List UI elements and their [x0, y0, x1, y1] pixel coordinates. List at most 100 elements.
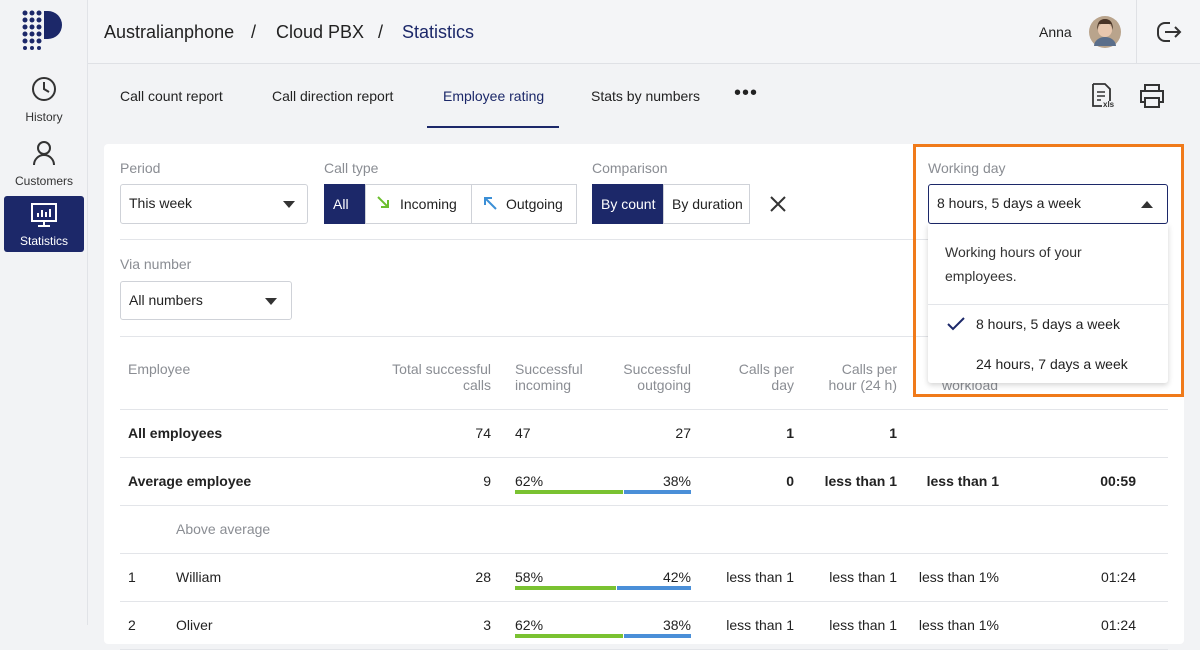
clear-filters[interactable]: [769, 195, 787, 213]
column-header: Employee: [128, 361, 191, 377]
tab[interactable]: Stats by numbers: [591, 88, 700, 104]
incoming-bar: [515, 586, 617, 590]
option-label: 8 hours, 5 days a week: [976, 316, 1120, 332]
cell: 27: [675, 425, 691, 441]
nav-label: Customers: [14, 174, 73, 188]
nav-label: History: [25, 110, 63, 124]
breadcrumb-sep: /: [378, 22, 384, 42]
segment-label: By count: [601, 196, 656, 212]
tab[interactable]: Call direction report: [272, 88, 394, 104]
cell: 1: [128, 569, 136, 585]
dropdown-option[interactable]: 24 hours, 7 days a week: [928, 344, 1168, 384]
cell: 0: [786, 473, 794, 489]
cell: 1: [889, 425, 897, 441]
divider: [928, 304, 1168, 305]
row-divider: [120, 409, 1168, 410]
cell: 47: [515, 425, 531, 441]
cell: 2: [128, 617, 136, 633]
cell: 38%: [662, 473, 691, 489]
nav-label: Statistics: [19, 234, 68, 248]
option-label: 24 hours, 7 days a week: [976, 356, 1128, 372]
filter-label: Call type: [324, 160, 379, 176]
row-divider: [120, 553, 1168, 554]
outgoing-bar: [624, 490, 691, 494]
more-tabs[interactable]: •••: [734, 82, 759, 104]
filter-label: Working day: [928, 160, 1006, 176]
cell: 01:24: [1100, 569, 1136, 585]
column-header: Total successful calls: [392, 361, 491, 393]
logout-icon[interactable]: [1156, 20, 1182, 44]
column-header: Successful incoming: [515, 361, 583, 393]
segment-label: By duration: [672, 196, 743, 212]
row-divider: [120, 601, 1168, 602]
nav-statistics[interactable]: Statistics: [4, 196, 84, 252]
incoming-bar: [515, 634, 624, 638]
nav-history[interactable]: History: [4, 72, 84, 128]
user-name[interactable]: Anna: [1039, 24, 1072, 40]
cell: less than 1: [824, 473, 897, 489]
breadcrumb[interactable]: Cloud PBX: [276, 22, 365, 42]
separator: [120, 336, 1168, 337]
cell: Average employee: [128, 473, 252, 489]
cell: 58%: [515, 569, 544, 585]
column-header: Calls per day: [738, 361, 794, 393]
tab[interactable]: Call count report: [120, 88, 223, 104]
working-day-select[interactable]: 8 hours, 5 days a week: [928, 184, 1168, 224]
select-value: All numbers: [129, 292, 203, 308]
breadcrumb-sep: /: [251, 22, 257, 42]
dropdown-hint: Working hours of your employees.: [945, 244, 1082, 284]
nav-customers[interactable]: Customers: [4, 136, 84, 192]
separator: [120, 239, 1168, 240]
cell: less than 1%: [918, 569, 999, 585]
check-icon: [947, 317, 965, 331]
period-select[interactable]: This week: [120, 184, 308, 224]
segment-label: All: [333, 196, 349, 212]
svg-text:xls: xls: [1103, 100, 1115, 109]
breadcrumb[interactable]: Australianphone: [104, 22, 235, 42]
segment-button[interactable]: By count: [592, 184, 664, 224]
cell: William: [176, 569, 222, 585]
column-header: Successful outgoing: [623, 361, 691, 393]
row-divider: [120, 505, 1168, 506]
outgoing-bar: [617, 586, 691, 590]
incoming-bar: [515, 490, 624, 494]
segment-button[interactable]: By duration: [663, 184, 750, 224]
export-xls[interactable]: xls: [1090, 82, 1116, 110]
cell: less than 1: [829, 569, 897, 585]
header: [88, 0, 1200, 64]
divider: [1136, 0, 1137, 63]
cell: 9: [483, 473, 491, 489]
segment-label: Outgoing: [506, 196, 563, 212]
avatar[interactable]: [1089, 16, 1121, 48]
cell: 01:24: [1100, 617, 1136, 633]
segment-button[interactable]: All: [324, 184, 366, 224]
cell: 1: [786, 425, 794, 441]
cell: All employees: [128, 425, 223, 441]
filter-label: Via number: [120, 256, 192, 272]
cell: Above average: [176, 521, 271, 537]
tab[interactable]: Employee rating: [443, 88, 545, 104]
print[interactable]: [1139, 83, 1165, 109]
segment-button[interactable]: Outgoing: [471, 184, 577, 224]
via-number-select[interactable]: All numbers: [120, 281, 292, 320]
filter-label: Period: [120, 160, 161, 176]
cell: 3: [483, 617, 491, 633]
cell: 00:59: [1100, 473, 1136, 489]
logo[interactable]: [20, 8, 68, 56]
cell: 74: [475, 425, 491, 441]
select-value: This week: [129, 195, 193, 211]
column-header: Calls per hour (24 h): [828, 361, 897, 393]
cell: 42%: [662, 569, 691, 585]
cell: 62%: [515, 473, 544, 489]
cell: 28: [475, 569, 491, 585]
outgoing-bar: [624, 634, 691, 638]
segment-label: Incoming: [400, 196, 457, 212]
segment-button[interactable]: Incoming: [365, 184, 472, 224]
sidebar: History Customers Statistics: [0, 0, 88, 625]
breadcrumb-current: Statistics: [402, 22, 475, 42]
select-value: 8 hours, 5 days a week: [937, 195, 1081, 211]
row-divider: [120, 457, 1168, 458]
cell: less than 1: [926, 473, 999, 489]
dropdown-option[interactable]: 8 hours, 5 days a week: [928, 304, 1168, 344]
